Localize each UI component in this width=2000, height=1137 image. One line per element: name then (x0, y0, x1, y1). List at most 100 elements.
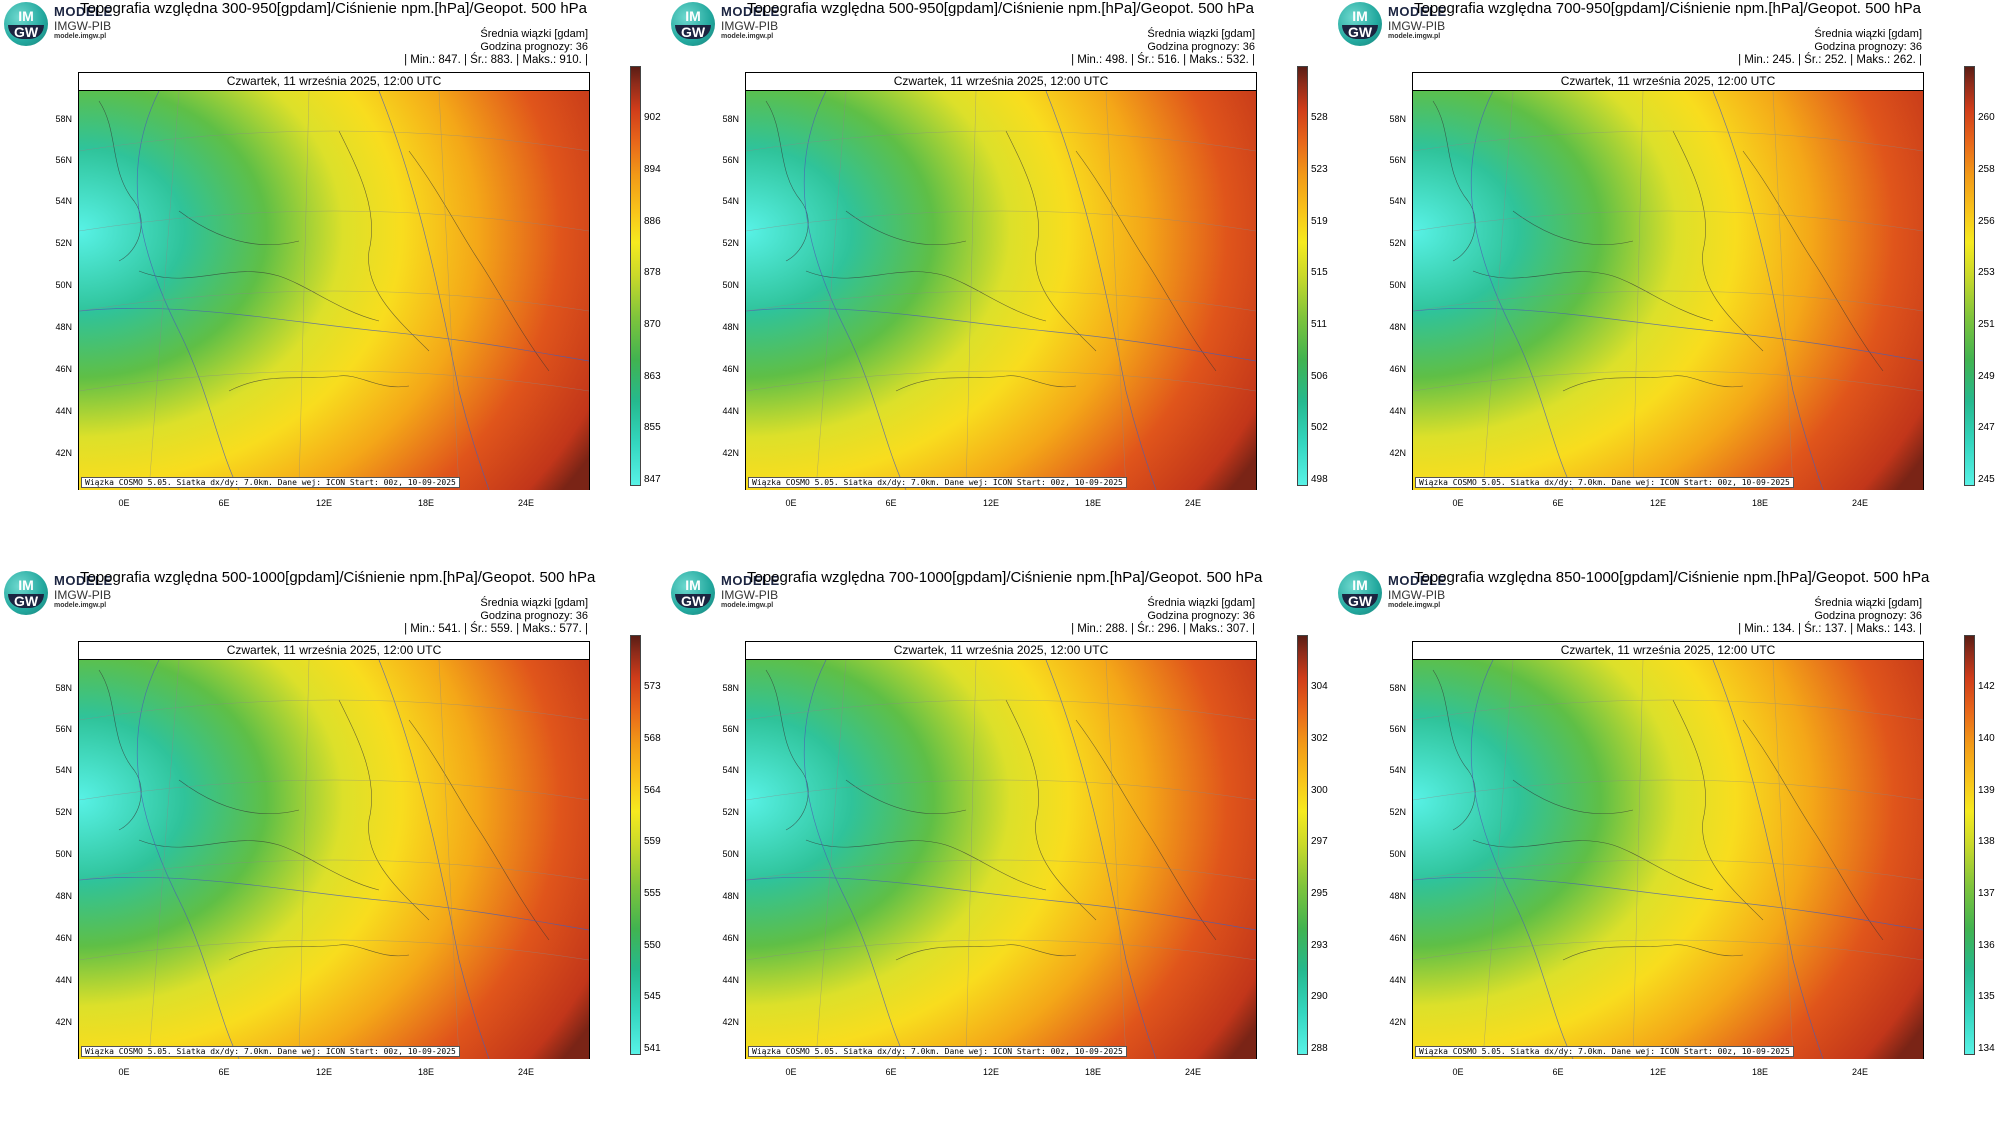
map-footer: Wiązka COSMO 5.05. Siatka dx/dy: 7.0km. … (748, 477, 1127, 488)
field-image (79, 660, 589, 1059)
colorbar (1297, 66, 1308, 486)
colorbar-tick: 502 (1311, 422, 1328, 433)
map-frame: Czwartek, 11 września 2025, 12:00 UTC (78, 72, 590, 490)
lat-label: 50N (722, 280, 739, 290)
lon-label: 18E (417, 498, 434, 508)
colorbar-tick: 134 (1978, 1043, 1995, 1054)
colorbar-tick: 142 (1978, 681, 1995, 692)
lon-label: 24E (1184, 1067, 1201, 1077)
lat-label: 44N (1389, 975, 1406, 985)
avg-label: Średnia wiązki [gdam] (1814, 597, 1922, 609)
colorbar-tick: 855 (644, 422, 661, 433)
panel-title: Topografia względna 300-950[gpdam]/Ciśni… (80, 0, 588, 17)
lat-label: 42N (1389, 448, 1406, 458)
lat-label: 44N (55, 406, 72, 416)
forecast-hour: Godzina prognozy: 36 (1814, 610, 1922, 622)
brand-org: IMGW-PIB (1388, 19, 1446, 33)
lat-label: 58N (722, 114, 739, 124)
lon-label: 6E (218, 498, 230, 508)
lon-label: 12E (1649, 1067, 1666, 1077)
colorbar-tick: 304 (1311, 681, 1328, 692)
colorbar-tick: 136 (1978, 940, 1995, 951)
colorbar-tick: 523 (1311, 164, 1328, 175)
lon-label: 12E (315, 498, 332, 508)
brand-name: MODELE (721, 573, 780, 588)
colorbar-tick: 528 (1311, 112, 1328, 123)
map-frame: Czwartek, 11 września 2025, 12:00 UTC (1412, 72, 1924, 490)
brand-org: IMGW-PIB (54, 19, 112, 33)
panel-meta: Średnia wiązki [gdam] Godzina prognozy: … (1738, 28, 1922, 67)
panel-meta: Średnia wiązki [gdam] Godzina prognozy: … (1071, 597, 1255, 636)
lat-label: 54N (722, 196, 739, 206)
lon-label: 6E (1552, 498, 1564, 508)
brand-site: modele.imgw.pl (54, 33, 107, 40)
lon-label: 6E (218, 1067, 230, 1077)
lat-label: 56N (1389, 724, 1406, 734)
lat-label: 50N (1389, 280, 1406, 290)
colorbar-tick: 878 (644, 267, 661, 278)
lat-label: 54N (1389, 196, 1406, 206)
colorbar-tick: 245 (1978, 474, 1995, 485)
lat-label: 50N (1389, 849, 1406, 859)
brand-block: MODELE IMGW-PIB modele.imgw.pl (1388, 573, 1447, 609)
colorbar-tick: 135 (1978, 991, 1995, 1002)
colorbar-tick: 573 (644, 681, 661, 692)
colorbar-tick: 564 (644, 785, 661, 796)
lat-label: 44N (722, 406, 739, 416)
lat-label: 58N (55, 683, 72, 693)
lat-label: 46N (722, 364, 739, 374)
lat-label: 46N (55, 364, 72, 374)
lat-label: 52N (55, 807, 72, 817)
map-field: Wiązka COSMO 5.05. Siatka dx/dy: 7.0km. … (1413, 91, 1923, 490)
brand-site: modele.imgw.pl (721, 602, 774, 609)
imgw-logo: IM GW (671, 2, 715, 46)
map-footer: Wiązka COSMO 5.05. Siatka dx/dy: 7.0km. … (1415, 477, 1794, 488)
brand-name: MODELE (721, 4, 780, 19)
stats-line: | Min.: 498. | Śr.: 516. | Maks.: 532. | (1071, 54, 1255, 66)
map-field: Wiązka COSMO 5.05. Siatka dx/dy: 7.0km. … (79, 91, 589, 490)
lon-label: 18E (417, 1067, 434, 1077)
lat-label: 52N (722, 238, 739, 248)
imgw-logo: IM GW (1338, 2, 1382, 46)
imgw-logo: IM GW (4, 571, 48, 615)
brand-site: modele.imgw.pl (1388, 602, 1441, 609)
lat-label: 50N (722, 849, 739, 859)
brand-name: MODELE (54, 573, 113, 588)
field-image (746, 660, 1256, 1059)
colorbar-tick: 247 (1978, 422, 1995, 433)
avg-label: Średnia wiązki [gdam] (1147, 597, 1255, 609)
field-image (746, 91, 1256, 490)
colorbar-tick: 498 (1311, 474, 1328, 485)
colorbar-tick: 290 (1311, 991, 1328, 1002)
lon-label: 0E (785, 1067, 797, 1077)
lon-label: 0E (1452, 498, 1464, 508)
forecast-hour: Godzina prognozy: 36 (480, 41, 588, 53)
panel-title: Topografia względna 500-950[gpdam]/Ciśni… (747, 0, 1255, 17)
colorbar (630, 66, 641, 486)
map-date: Czwartek, 11 września 2025, 12:00 UTC (1413, 642, 1923, 660)
map-date: Czwartek, 11 września 2025, 12:00 UTC (746, 642, 1256, 660)
colorbar-tick: 138 (1978, 836, 1995, 847)
brand-site: modele.imgw.pl (1388, 33, 1441, 40)
colorbar-tick: 293 (1311, 940, 1328, 951)
panel-title: Topografia względna 700-1000[gpdam]/Ciśn… (747, 569, 1263, 586)
brand-site: modele.imgw.pl (54, 602, 107, 609)
lat-label: 54N (55, 765, 72, 775)
brand-block: MODELE IMGW-PIB modele.imgw.pl (54, 4, 113, 40)
colorbar-tick: 506 (1311, 371, 1328, 382)
lat-label: 42N (722, 1017, 739, 1027)
lat-label: 44N (1389, 406, 1406, 416)
map-footer: Wiązka COSMO 5.05. Siatka dx/dy: 7.0km. … (81, 477, 460, 488)
brand-org: IMGW-PIB (721, 588, 779, 602)
colorbar-tick: 251 (1978, 319, 1995, 330)
colorbar (1297, 635, 1308, 1055)
avg-label: Średnia wiązki [gdam] (1147, 28, 1255, 40)
colorbar-tick: 288 (1311, 1043, 1328, 1054)
map-date: Czwartek, 11 września 2025, 12:00 UTC (79, 642, 589, 660)
colorbar-tick: 137 (1978, 888, 1995, 899)
lon-label: 24E (1184, 498, 1201, 508)
panel-title: Topografia względna 850-1000[gpdam]/Ciśn… (1414, 569, 1930, 586)
lon-label: 6E (885, 1067, 897, 1077)
lat-label: 56N (55, 724, 72, 734)
map-panel: IM GW MODELE IMGW-PIB modele.imgw.pl Topo… (667, 0, 1333, 568)
